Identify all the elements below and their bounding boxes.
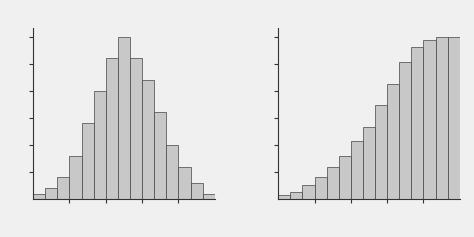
Bar — [33, 194, 46, 199]
Bar — [82, 123, 94, 199]
Bar — [154, 112, 166, 199]
Bar — [436, 36, 447, 199]
Bar — [130, 58, 142, 199]
Bar — [166, 145, 178, 199]
Bar — [70, 156, 82, 199]
Bar — [191, 183, 202, 199]
Bar — [423, 40, 436, 199]
Bar — [142, 80, 154, 199]
Bar — [202, 194, 215, 199]
Bar — [327, 167, 339, 199]
Bar — [291, 192, 302, 199]
Bar — [411, 47, 423, 199]
Bar — [106, 58, 118, 199]
Bar — [94, 91, 106, 199]
Bar — [375, 105, 387, 199]
Bar — [399, 62, 411, 199]
Bar — [315, 178, 327, 199]
Bar — [387, 83, 399, 199]
Bar — [118, 36, 130, 199]
Bar — [447, 36, 460, 199]
Bar — [351, 141, 363, 199]
Bar — [178, 167, 191, 199]
Bar — [302, 185, 315, 199]
Bar — [339, 156, 351, 199]
Bar — [46, 188, 57, 199]
Bar — [363, 127, 375, 199]
Bar — [278, 196, 291, 199]
Bar — [57, 178, 70, 199]
